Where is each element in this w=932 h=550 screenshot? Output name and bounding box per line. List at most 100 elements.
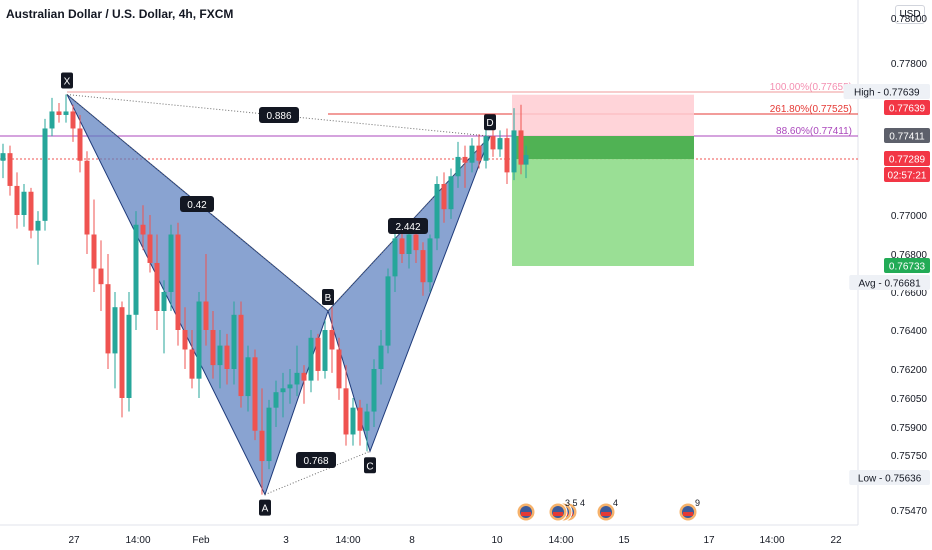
pattern-point-label: B — [325, 293, 332, 304]
pattern-point-x: X — [61, 72, 73, 89]
candle-body-12 — [84, 160, 90, 235]
candle-body-5 — [35, 220, 41, 231]
candle-body-29 — [203, 301, 209, 330]
event-flag-stripe — [521, 512, 531, 516]
pattern-point-d: D — [484, 114, 496, 131]
economic-event-icon-3: 9 — [678, 498, 700, 522]
candle-body-52 — [364, 411, 370, 431]
y-tick-8: 0.75900 — [891, 423, 928, 434]
price-badge-3: 0.77289 — [884, 151, 930, 166]
candle-body-42 — [294, 372, 300, 385]
event-count: 4 — [613, 498, 618, 508]
candle-body-25 — [175, 234, 181, 330]
pattern-point-label: D — [486, 118, 493, 129]
price-badge-box — [884, 167, 930, 182]
candle-body-75 — [523, 155, 529, 165]
x-tick-2: Feb — [192, 535, 210, 546]
price-badge-2: 0.77411 — [884, 128, 930, 143]
currency-button[interactable]: USD — [895, 5, 925, 24]
candle-body-74 — [518, 130, 524, 165]
ratio-value: 0.768 — [303, 456, 328, 467]
candle-body-24 — [168, 234, 174, 292]
ratio-line-xd — [66, 94, 491, 137]
x-tick-1: 14:00 — [125, 535, 150, 546]
x-tick-6: 10 — [491, 535, 503, 546]
candle-body-3 — [21, 191, 27, 215]
candle-body-11 — [77, 128, 83, 161]
y-tick-6: 0.76200 — [891, 365, 928, 376]
price-badge-0: High - 0.77639 — [843, 84, 930, 99]
price-badge-text: High - 0.77639 — [854, 88, 920, 99]
candle-body-63 — [441, 183, 447, 210]
ratio-label-ab-bc: 0.768 — [296, 452, 336, 468]
x-tick-0: 27 — [68, 535, 80, 546]
pattern-triangle-bcd — [327, 135, 491, 453]
ratio-value: 0.886 — [266, 111, 291, 122]
pattern-point-a: A — [259, 499, 271, 516]
candle-body-20 — [140, 224, 146, 235]
price-badge-box — [884, 100, 930, 115]
candle-body-66 — [462, 156, 468, 163]
candle-body-4 — [28, 191, 34, 231]
event-count: 3 5 4 — [565, 498, 585, 508]
ratio-line-bd — [327, 135, 491, 312]
pattern-point-label: A — [262, 504, 269, 515]
pattern-point-badge — [61, 72, 73, 89]
candle-body-33 — [231, 314, 237, 369]
candle-body-37 — [259, 430, 265, 462]
candle-body-49 — [343, 388, 349, 435]
candle-body-10 — [70, 111, 76, 129]
candle-body-50 — [350, 407, 356, 435]
y-tick-4: 0.76600 — [891, 288, 928, 299]
profit-zone-active — [512, 136, 694, 159]
candle-body-26 — [182, 330, 188, 350]
y-tick-10: 0.75470 — [891, 506, 928, 517]
candle-body-59 — [413, 234, 419, 251]
price-badge-box — [849, 275, 930, 290]
ratio-label-xd: 0.886 — [259, 107, 299, 123]
candle-body-14 — [98, 268, 104, 285]
candle-body-65 — [455, 156, 461, 177]
pattern-point-label: C — [366, 461, 373, 472]
candle-body-35 — [245, 357, 251, 397]
event-flag-stripe — [601, 512, 611, 516]
candle-body-7 — [49, 111, 55, 129]
candle-body-40 — [280, 388, 286, 393]
candle-body-32 — [224, 345, 230, 369]
candle-body-18 — [126, 314, 132, 398]
candle-body-38 — [266, 407, 272, 462]
event-flag-stripe — [683, 512, 693, 516]
economic-event-icon-1: 3 5 4 — [548, 498, 585, 522]
y-tick-9: 0.75750 — [891, 451, 928, 462]
candle-body-13 — [91, 234, 97, 269]
pattern-point-badge — [322, 289, 334, 305]
candle-body-15 — [105, 284, 111, 354]
candle-body-27 — [189, 349, 195, 379]
price-badge-7: Low - 0.75636 — [849, 470, 930, 485]
candle-body-30 — [210, 330, 216, 366]
candle-body-57 — [399, 238, 405, 254]
price-badge-5: 0.76733 — [884, 258, 930, 273]
candle-body-43 — [301, 372, 307, 381]
stop-loss-zone — [512, 94, 694, 136]
pattern-point-c: C — [364, 457, 376, 474]
candle-body-60 — [420, 250, 426, 283]
x-tick-4: 14:00 — [335, 535, 360, 546]
ratio-badge — [259, 107, 299, 123]
candle-body-62 — [434, 183, 440, 239]
x-tick-8: 15 — [618, 535, 630, 546]
pattern-point-badge — [364, 457, 376, 474]
candle-body-51 — [357, 407, 363, 431]
x-tick-5: 8 — [409, 535, 415, 546]
candle-body-64 — [448, 176, 454, 210]
candle-body-41 — [287, 384, 293, 389]
price-badge-box — [884, 128, 930, 143]
candle-body-8 — [56, 111, 62, 115]
candle-body-56 — [392, 238, 398, 277]
y-tick-2: 0.77000 — [891, 211, 928, 222]
economic-event-icon-0 — [516, 502, 536, 522]
ratio-label-xa-ab: 0.42 — [180, 196, 214, 212]
x-tick-3: 3 — [283, 535, 289, 546]
y-tick-1: 0.77800 — [891, 59, 928, 70]
